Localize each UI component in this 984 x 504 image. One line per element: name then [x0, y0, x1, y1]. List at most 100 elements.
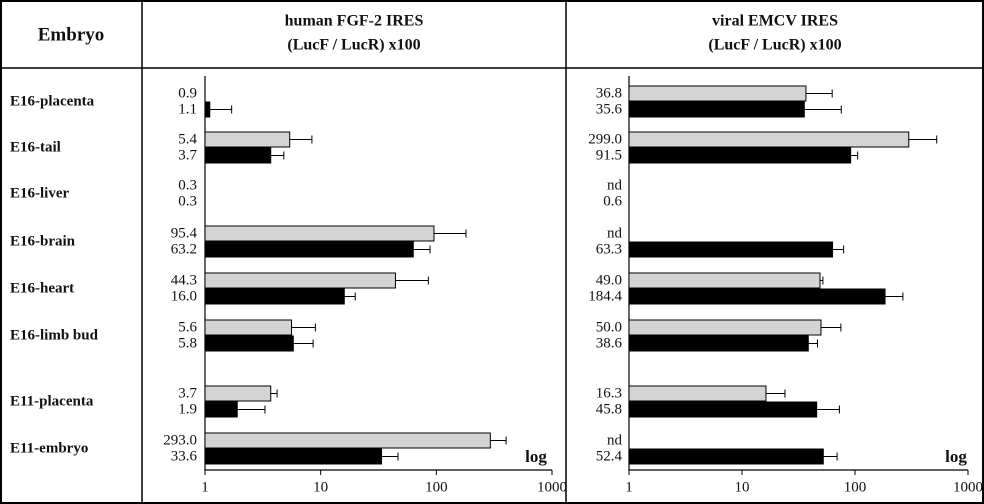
error-bar: [344, 292, 356, 301]
error-bar: [289, 135, 313, 144]
error-bar: [765, 389, 786, 398]
annotation: log: [525, 447, 547, 466]
bar: [628, 101, 805, 118]
bar: [628, 147, 852, 164]
error-bar: [413, 245, 431, 254]
bar: [204, 147, 272, 164]
bar: [204, 319, 293, 336]
error-bar: [270, 389, 278, 398]
bar: [628, 288, 886, 305]
value-label: 0.3: [178, 193, 197, 209]
chart-title: viral EMCV IRES: [712, 13, 838, 30]
row-label: E16-tail: [10, 139, 61, 155]
x-tick-label: 1: [625, 479, 633, 495]
error-bar: [490, 436, 507, 445]
error-bar: [816, 405, 840, 414]
value-label: 36.8: [596, 85, 622, 101]
row-label: E11-placenta: [10, 393, 94, 409]
error-bar: [804, 105, 842, 114]
bar: [204, 101, 211, 118]
value-label: 0.6: [603, 193, 622, 209]
annotation: log: [945, 447, 967, 466]
row-label: E16-liver: [10, 185, 69, 201]
bar: [628, 241, 834, 258]
value-label: 52.4: [596, 448, 623, 464]
value-label: 50.0: [596, 319, 622, 335]
bar: [628, 385, 767, 402]
x-tick-label: 10: [313, 479, 328, 495]
x-tick-label: 1: [201, 479, 209, 495]
error-bar: [808, 339, 819, 348]
error-bar: [433, 229, 467, 238]
bar: [204, 225, 435, 242]
value-label: nd: [607, 225, 623, 241]
x-tick-label: 1000: [953, 479, 983, 495]
bar: [204, 272, 396, 289]
value-label: 35.6: [596, 101, 623, 117]
value-label: nd: [607, 432, 623, 448]
error-bar: [823, 452, 838, 461]
error-bar: [291, 323, 316, 332]
error-bar: [885, 292, 904, 301]
value-label: 16.3: [596, 385, 622, 401]
bar: [204, 335, 294, 352]
x-tick-label: 100: [425, 479, 448, 495]
x-tick-label: 100: [844, 479, 867, 495]
bar: [204, 385, 272, 402]
value-label: 49.0: [596, 272, 622, 288]
error-bar: [908, 135, 938, 144]
bar: [628, 272, 821, 289]
bar: [628, 448, 824, 465]
bar: [628, 335, 809, 352]
value-label: 63.2: [171, 241, 197, 257]
value-label: 299.0: [588, 131, 622, 147]
bar: [204, 131, 291, 148]
error-bar: [832, 245, 845, 254]
bar: [204, 288, 345, 305]
value-label: 91.5: [596, 147, 622, 163]
value-label: 3.7: [178, 385, 197, 401]
error-bar: [237, 405, 266, 414]
error-bar: [293, 339, 314, 348]
row-label: E11-embryo: [10, 440, 88, 456]
row-label: E16-heart: [10, 280, 74, 296]
x-tick-label: 1000: [537, 479, 567, 495]
error-bar: [850, 151, 859, 160]
value-label: 38.6: [596, 335, 623, 351]
value-label: 5.8: [178, 335, 197, 351]
value-label: 5.4: [178, 131, 197, 147]
column-header: Embryo: [38, 24, 105, 45]
value-label: 33.6: [171, 448, 198, 464]
row-label: E16-limb bud: [10, 327, 99, 343]
value-label: 3.7: [178, 147, 197, 163]
error-bar: [820, 323, 842, 332]
x-tick-label: 10: [735, 479, 750, 495]
value-label: 5.6: [178, 319, 197, 335]
value-label: 1.1: [178, 101, 197, 117]
value-label: 293.0: [163, 432, 197, 448]
error-bar: [209, 105, 233, 114]
error-bar: [395, 276, 429, 285]
value-label: nd: [607, 177, 623, 193]
value-label: 184.4: [588, 288, 622, 304]
value-label: 45.8: [596, 401, 622, 417]
bar: [204, 241, 414, 258]
bar: [204, 401, 238, 418]
row-label: E16-brain: [10, 233, 76, 249]
bar: [628, 85, 807, 102]
error-bar: [381, 452, 399, 461]
value-label: 44.3: [171, 272, 197, 288]
value-label: 63.3: [596, 241, 622, 257]
bar: [628, 131, 910, 148]
row-label: E16-placenta: [10, 93, 95, 109]
error-bar: [819, 276, 824, 285]
chart-title: human FGF-2 IRES: [285, 13, 424, 30]
bar: [204, 432, 491, 449]
bar: [628, 319, 822, 336]
value-label: 95.4: [171, 225, 198, 241]
value-label: 1.9: [178, 401, 197, 417]
error-bar: [805, 89, 833, 98]
value-label: 16.0: [171, 288, 197, 304]
